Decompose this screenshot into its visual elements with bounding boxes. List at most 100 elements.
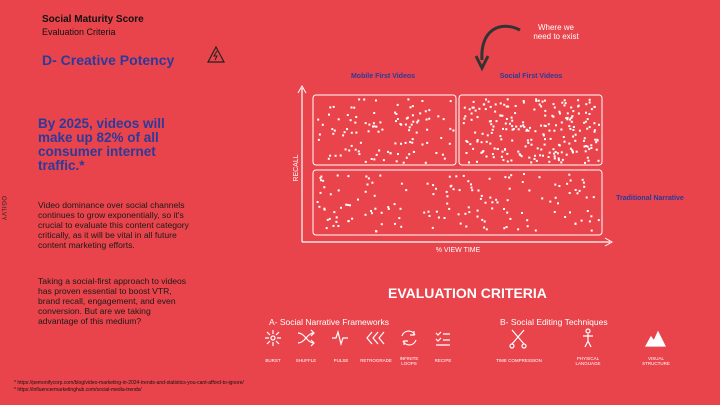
dot: [387, 207, 390, 210]
dot: [552, 115, 555, 118]
dot: [387, 150, 389, 153]
dot: [329, 193, 332, 196]
dot: [521, 212, 523, 214]
dot: [489, 142, 492, 145]
dot: [568, 192, 571, 194]
dot: [344, 148, 347, 151]
dot: [467, 206, 470, 209]
dot: [327, 157, 330, 160]
dot: [408, 126, 411, 129]
dot: [496, 148, 499, 150]
subtitle: Evaluation Criteria: [42, 27, 116, 37]
dot: [506, 152, 509, 155]
dot: [512, 128, 515, 130]
dot: [523, 126, 526, 129]
dot: [445, 190, 448, 193]
dot: [427, 210, 430, 213]
dot: [577, 112, 580, 115]
dot: [476, 139, 479, 141]
dot: [364, 122, 367, 125]
dot: [586, 127, 589, 130]
icon-loops: [401, 330, 417, 346]
dot: [521, 181, 524, 183]
dot: [517, 228, 520, 231]
dot: [394, 142, 397, 145]
dot: [522, 100, 525, 102]
dot: [583, 185, 586, 188]
dot: [566, 182, 569, 185]
dot: [503, 208, 505, 210]
dot: [509, 217, 512, 220]
dot: [487, 100, 490, 103]
dot: [503, 103, 506, 106]
dot: [465, 140, 468, 142]
dot: [583, 145, 586, 148]
dot: [364, 190, 367, 193]
dot: [375, 230, 378, 233]
dot: [328, 217, 331, 220]
dot: [373, 194, 376, 197]
dot: [337, 225, 340, 227]
dot: [511, 125, 514, 128]
dot: [477, 189, 480, 192]
dot: [549, 200, 552, 203]
dot: [563, 104, 566, 107]
dot: [465, 152, 468, 154]
quadrant-box: [312, 94, 457, 166]
dot: [594, 138, 597, 141]
dot: [492, 125, 495, 128]
dot: [373, 125, 376, 128]
dot: [506, 211, 509, 214]
dot: [411, 105, 414, 108]
dot: [527, 129, 530, 132]
dot: [425, 118, 428, 121]
dot: [468, 211, 471, 214]
dot: [593, 122, 596, 125]
dot: [517, 128, 520, 131]
dot: [481, 151, 484, 154]
dot: [349, 204, 351, 207]
dot: [585, 145, 588, 147]
dot: [323, 186, 326, 189]
dot: [404, 123, 407, 126]
dot: [507, 105, 510, 108]
dot: [366, 183, 369, 186]
dot: [405, 189, 408, 192]
dot: [598, 123, 600, 126]
dot: [396, 118, 399, 120]
dot: [415, 131, 418, 134]
dot: [538, 176, 541, 179]
criteria-title: EVALUATION CRITERIA: [388, 285, 547, 301]
dot: [316, 201, 319, 203]
dot: [379, 174, 382, 177]
dot: [499, 114, 502, 117]
dot: [476, 215, 479, 218]
dot: [526, 225, 529, 228]
dot: [519, 125, 522, 128]
dot: [568, 173, 571, 176]
dot: [485, 140, 488, 143]
dot: [378, 149, 381, 152]
dot: [590, 229, 593, 232]
dot: [405, 156, 408, 159]
dot: [530, 143, 533, 146]
dot: [547, 156, 550, 158]
dot: [481, 218, 484, 221]
dot: [476, 209, 479, 212]
item-label: TIME COMPRESSION: [496, 358, 542, 363]
dot: [332, 224, 335, 227]
dot: [588, 220, 591, 223]
dot: [502, 159, 505, 162]
dot: [520, 155, 523, 158]
dot: [452, 188, 455, 191]
dot: [337, 189, 340, 192]
annotation-arrow-head: [474, 55, 490, 72]
quadrant-label: Mobile First Videos: [351, 73, 415, 80]
dot: [411, 138, 414, 141]
dot: [534, 154, 536, 157]
dot: [398, 217, 401, 220]
dot: [535, 159, 538, 162]
dot: [490, 131, 493, 134]
dot: [508, 176, 511, 179]
item-label: PULSE: [333, 358, 349, 363]
